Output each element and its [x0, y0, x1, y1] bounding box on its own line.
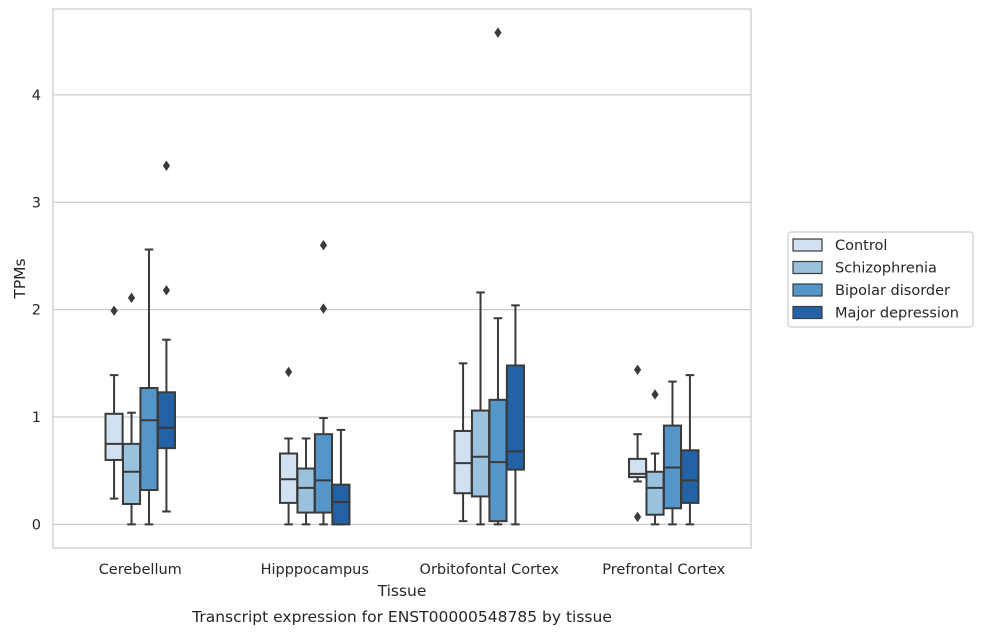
- box-iqr: [156, 391, 176, 450]
- outlier-point: [127, 292, 136, 304]
- legend: Control Schizophrenia Bipolar disorder Majo…: [787, 231, 974, 328]
- y-axis-ticks: 0 1 2 3 4: [32, 88, 41, 533]
- legend-swatch: [792, 283, 823, 297]
- legend-swatch: [792, 305, 823, 320]
- x-tick-label: Hipppocampus: [261, 562, 369, 578]
- y-tick-label: 2: [32, 303, 41, 319]
- legend-item: Bipolar disorder: [792, 283, 950, 299]
- box-element: [453, 362, 473, 523]
- legend-label: Bipolar disorder: [835, 283, 950, 299]
- box-iqr: [470, 409, 491, 498]
- box-element: [279, 366, 299, 526]
- series-control: [104, 305, 648, 526]
- box-element: [313, 240, 334, 526]
- legend-swatch: [792, 238, 823, 252]
- outlier-point: [284, 366, 293, 378]
- box-element: [662, 380, 683, 526]
- y-tick-label: 4: [32, 88, 41, 104]
- legend-label: Schizophrenia: [835, 261, 937, 277]
- box-element: [680, 374, 700, 526]
- box-iqr: [313, 433, 334, 514]
- box-iqr: [645, 470, 665, 516]
- box-iqr: [453, 429, 473, 495]
- box-iqr: [505, 364, 525, 471]
- box-element: [645, 389, 665, 526]
- y-tick-label: 1: [32, 410, 41, 426]
- box-element: [139, 248, 159, 526]
- box-element: [505, 304, 525, 526]
- outlier-point: [110, 305, 118, 316]
- x-tick-label: Orbitofontal Cortex: [420, 562, 560, 578]
- legend-frame: [787, 231, 974, 328]
- outlier-point: [494, 27, 502, 38]
- box-element: [470, 291, 491, 526]
- series-major-depression: [156, 160, 700, 526]
- box-element: [156, 160, 176, 513]
- box-iqr: [680, 449, 700, 504]
- outlier-point: [633, 364, 642, 375]
- box-iqr: [296, 467, 316, 514]
- box-iqr: [121, 442, 142, 505]
- legend-item: Schizophrenia: [792, 260, 937, 277]
- legend-item: Control: [792, 238, 887, 254]
- box-iqr: [331, 483, 351, 526]
- y-tick-label: 3: [32, 195, 41, 211]
- x-tick-label: Cerebellum: [99, 562, 182, 578]
- box-element: [628, 364, 648, 523]
- series-schizophrenia: [121, 291, 665, 526]
- outlier-point: [162, 285, 171, 296]
- box-series-layer: [104, 27, 700, 526]
- chart-caption: Transcript expression for ENST0000054878…: [191, 608, 612, 626]
- plot-frame: [52, 8, 752, 549]
- legend-item: Major depression: [792, 305, 959, 322]
- outlier-point: [319, 240, 328, 251]
- box-iqr: [279, 452, 299, 504]
- y-tick-label: 0: [32, 517, 41, 533]
- box-iqr: [139, 387, 159, 492]
- outlier-point: [651, 389, 659, 400]
- box-iqr: [628, 457, 648, 479]
- outlier-point: [319, 303, 328, 314]
- y-axis-label: TPMs: [11, 258, 29, 299]
- x-axis-ticks: Cerebellum Hipppocampus Orbitofontal Corte…: [99, 562, 726, 578]
- box-element: [331, 428, 351, 526]
- legend-swatch: [792, 260, 823, 275]
- series-bipolar-disorder: [139, 27, 683, 526]
- legend-label: Control: [835, 238, 887, 254]
- box-iqr: [488, 398, 508, 523]
- outlier-point: [162, 160, 171, 171]
- box-element: [104, 305, 124, 500]
- box-element: [121, 292, 142, 526]
- box-iqr: [104, 412, 124, 461]
- x-tick-label: Prefrontal Cortex: [602, 562, 725, 578]
- legend-label: Major depression: [835, 306, 959, 322]
- x-axis-label: Tissue: [377, 582, 427, 600]
- outlier-point: [633, 511, 642, 523]
